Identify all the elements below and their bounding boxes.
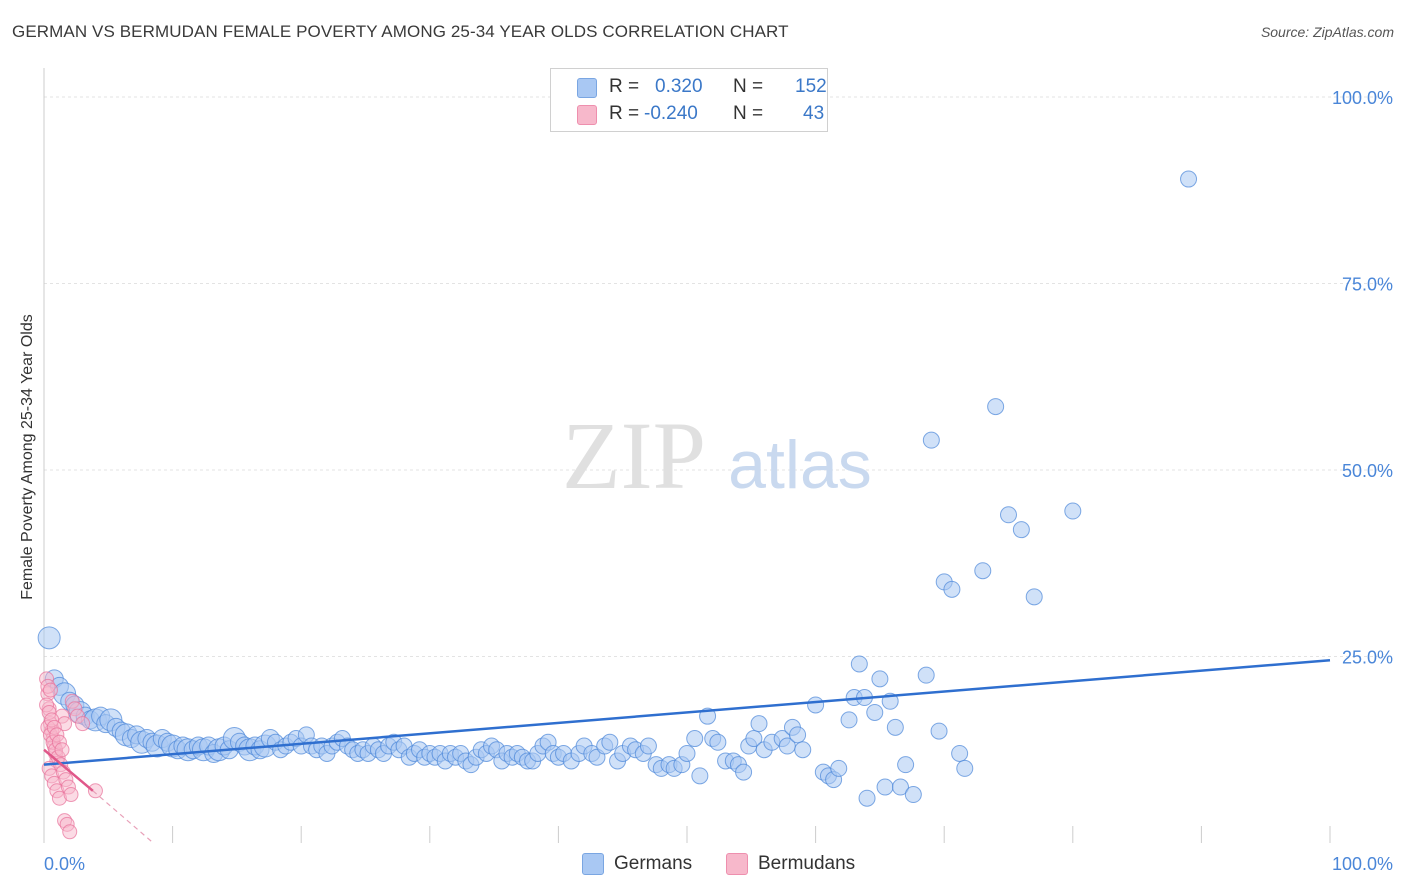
tick-labels: 25.0% 50.0% 75.0% 100.0% 0.0% 100.0% xyxy=(44,88,1393,874)
point-bermudans xyxy=(63,787,79,803)
y-tick-label: 100.0% xyxy=(1332,88,1393,108)
x-tick-label: 100.0% xyxy=(1332,854,1393,874)
bottom-legend-label-bermudans: Bermudans xyxy=(758,853,856,874)
point-germans xyxy=(858,789,876,807)
point-germans xyxy=(891,778,909,796)
y-tick-label: 50.0% xyxy=(1342,461,1393,481)
bottom-legend-label-germans: Germans xyxy=(614,853,693,874)
point-germans xyxy=(745,730,763,748)
point-germans xyxy=(794,741,812,759)
point-germans xyxy=(886,718,904,736)
trend-line-germans xyxy=(43,658,1331,766)
legend-swatch-germans xyxy=(577,78,597,98)
point-germans xyxy=(897,756,915,774)
legend-r-value: 0.320 xyxy=(655,76,703,97)
point-germans xyxy=(1180,170,1198,188)
point-germans xyxy=(866,703,884,721)
point-germans xyxy=(917,666,935,684)
point-germans xyxy=(871,670,889,688)
point-germans xyxy=(686,730,704,748)
point-germans xyxy=(691,767,709,785)
point-germans xyxy=(789,726,807,744)
point-bermudans xyxy=(42,682,58,698)
correlation-legend: R = 0.320 N = 152 R = -0.240 N = 43 xyxy=(550,68,828,132)
point-germans xyxy=(1000,506,1017,524)
point-germans xyxy=(987,398,1005,416)
legend-r-value: -0.240 xyxy=(644,103,698,124)
trend-line-bermudans xyxy=(43,748,94,792)
bottom-legend-swatch-bermudans xyxy=(726,853,748,875)
point-bermudans xyxy=(62,824,78,840)
point-bermudans xyxy=(75,716,91,732)
point-germans xyxy=(850,655,868,673)
y-tick-label: 25.0% xyxy=(1342,648,1393,668)
point-germans xyxy=(876,778,894,796)
point-bermudans xyxy=(87,783,103,799)
chart-title: GERMAN VS BERMUDAN FEMALE POVERTY AMONG … xyxy=(12,22,789,41)
legend-swatch-bermudans xyxy=(577,105,597,125)
point-germans xyxy=(922,431,940,449)
point-germans xyxy=(930,722,948,740)
point-germans xyxy=(1064,502,1082,520)
point-germans xyxy=(37,626,61,650)
point-germans xyxy=(840,711,858,729)
legend-n-value: 43 xyxy=(803,103,825,124)
source-label: Source: ZipAtlas.com xyxy=(1260,24,1394,40)
watermark-zip: ZIP xyxy=(562,402,706,509)
x-tick-label: 0.0% xyxy=(44,854,85,874)
watermark-atlas: atlas xyxy=(728,427,872,503)
point-germans xyxy=(974,562,992,580)
point-germans xyxy=(904,786,922,804)
legend-n-label: N = xyxy=(733,76,764,97)
legend-r-label: R = xyxy=(609,103,640,124)
legend-n-value: 152 xyxy=(795,76,827,97)
trend-line-bermudans-extension xyxy=(92,790,154,844)
grid-lines xyxy=(44,96,1392,657)
trend-lines xyxy=(43,658,1331,844)
watermark: ZIP atlas xyxy=(562,402,872,509)
point-germans xyxy=(1012,521,1030,539)
point-germans xyxy=(709,733,727,751)
bottom-legend-swatch-germans xyxy=(582,853,604,875)
y-tick-label: 75.0% xyxy=(1342,275,1393,295)
point-germans xyxy=(601,733,619,751)
point-germans xyxy=(735,763,753,781)
point-bermudans xyxy=(54,742,70,758)
legend-n-label: N = xyxy=(733,103,764,124)
point-germans xyxy=(750,715,768,733)
legend-r-label: R = xyxy=(609,76,640,97)
point-germans xyxy=(807,696,825,714)
point-germans xyxy=(1025,588,1043,606)
point-germans xyxy=(943,580,961,598)
point-germans xyxy=(956,759,974,777)
point-germans xyxy=(951,744,969,762)
point-germans xyxy=(830,759,848,777)
point-germans xyxy=(639,737,657,755)
point-germans xyxy=(678,744,696,762)
